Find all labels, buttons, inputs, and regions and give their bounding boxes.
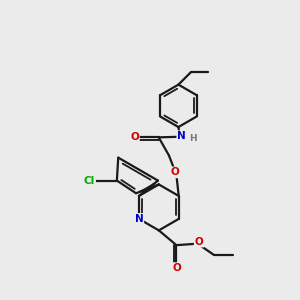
Text: Cl: Cl xyxy=(84,176,95,186)
Text: O: O xyxy=(195,237,203,247)
Text: H: H xyxy=(189,134,197,143)
Text: N: N xyxy=(135,214,143,224)
Text: N: N xyxy=(177,131,186,141)
Text: O: O xyxy=(170,167,179,177)
Text: O: O xyxy=(130,132,139,142)
Text: O: O xyxy=(172,263,181,273)
